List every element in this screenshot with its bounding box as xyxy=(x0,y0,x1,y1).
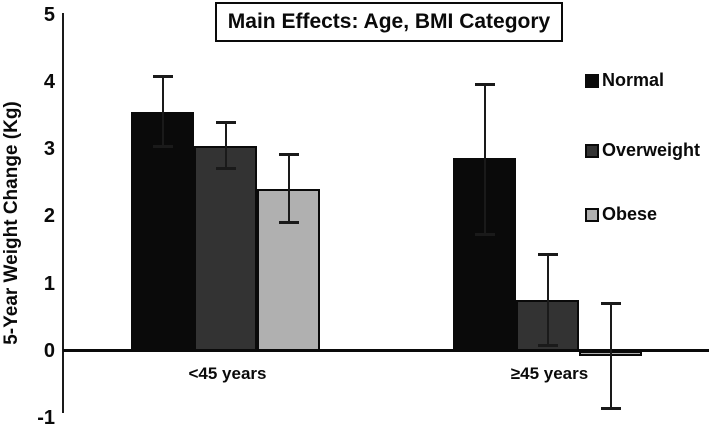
bar-normal-group1 xyxy=(131,112,194,351)
error-bar-cap xyxy=(600,301,621,305)
y-tick-label: 2 xyxy=(43,205,55,228)
error-bar-line xyxy=(224,121,227,168)
legend-label: Obese xyxy=(602,204,658,224)
error-bar-line xyxy=(546,254,549,345)
legend-item-overweight: Overweight xyxy=(585,140,700,161)
error-bar-cap xyxy=(537,343,558,347)
y-tick-label: 1 xyxy=(43,272,55,295)
error-bar-cap xyxy=(278,152,299,156)
error-bar-cap xyxy=(215,120,236,124)
y-tick-label: 5 xyxy=(43,3,55,26)
chart-title: Main Effects: Age, BMI Category xyxy=(215,2,563,42)
error-bar-line xyxy=(161,76,164,146)
y-axis-line xyxy=(62,13,64,413)
x-category-label: ≥45 years xyxy=(510,364,589,383)
error-bar-cap xyxy=(474,82,495,86)
y-tick-label: -1 xyxy=(37,407,55,426)
error-bar-line xyxy=(609,302,612,409)
error-bar-cap xyxy=(152,75,173,79)
legend-swatch-normal xyxy=(585,73,599,88)
legend-item-obese: Obese xyxy=(585,204,657,225)
error-bar-cap xyxy=(278,220,299,224)
legend-swatch-overweight xyxy=(585,143,599,158)
error-bar-cap xyxy=(537,253,558,257)
error-bar-cap xyxy=(600,407,621,411)
legend-item-normal: Normal xyxy=(585,70,664,91)
bar-overweight-group1 xyxy=(194,145,257,351)
error-bar-cap xyxy=(152,144,173,148)
error-bar-cap xyxy=(474,232,495,236)
x-category-label: <45 years xyxy=(188,364,267,383)
x-axis-line xyxy=(63,349,709,352)
legend-label: Overweight xyxy=(602,140,701,160)
y-tick-label: 0 xyxy=(43,340,55,362)
legend-label: Normal xyxy=(602,70,665,90)
error-bar-line xyxy=(287,153,290,222)
y-tick-label: 4 xyxy=(43,70,55,93)
legend-swatch-obese xyxy=(585,207,599,222)
error-bar-cap xyxy=(215,166,236,170)
y-tick-label: 3 xyxy=(43,138,55,161)
error-bar-line xyxy=(483,83,486,234)
